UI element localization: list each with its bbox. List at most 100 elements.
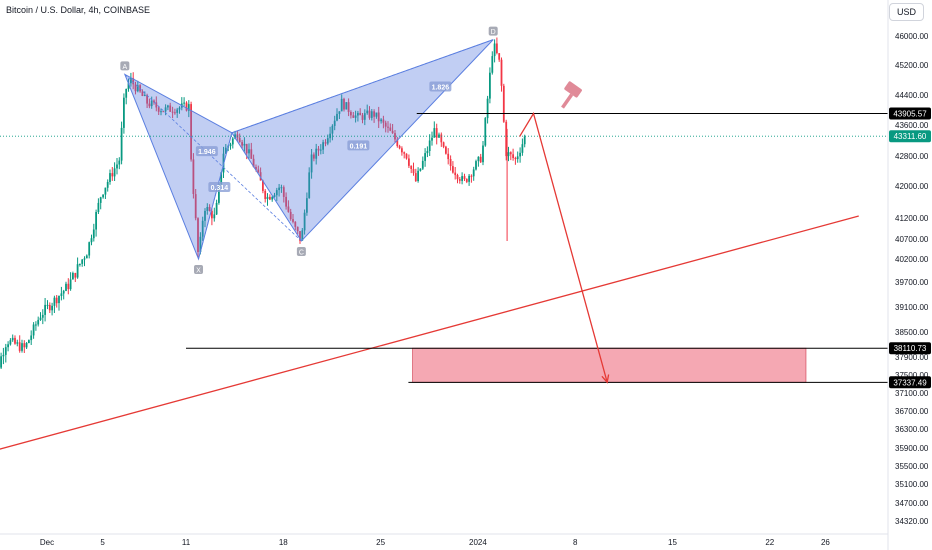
candle-body (28, 340, 30, 343)
candle-body (479, 156, 482, 163)
candle-body (160, 111, 162, 113)
target-zone[interactable] (412, 347, 807, 383)
candle-body (435, 128, 438, 138)
level-tag-text: 43905.57 (893, 110, 927, 119)
candle-body (0, 356, 2, 368)
x-tick-label: Dec (40, 538, 54, 547)
candle-body (496, 43, 498, 54)
candle-body (99, 197, 102, 203)
candle-body (419, 168, 422, 171)
pattern-triangle-bcd[interactable] (231, 39, 494, 242)
y-tick-label: 37900.00 (895, 353, 929, 362)
y-tick-label: 45200.00 (895, 61, 929, 70)
candle-body (257, 169, 260, 173)
level-tag (889, 342, 931, 355)
candle-body (317, 148, 320, 151)
candle-body (92, 229, 95, 239)
candle-body (125, 89, 128, 98)
y-tick-labels: 46000.00 45200.00 44400.00 43600.00 42800.00… (895, 32, 929, 526)
candle-body (366, 110, 369, 114)
y-tick-label: 35900.00 (895, 444, 929, 453)
pattern-point-c-badge (296, 247, 306, 256)
projection-arrowhead (601, 374, 610, 384)
candle-body (248, 149, 250, 154)
candle-body (7, 344, 9, 348)
candle-body (206, 207, 209, 211)
candle-body (280, 187, 283, 189)
y-tick-label: 40200.00 (895, 255, 929, 264)
candle-body (132, 78, 135, 85)
candle-body (192, 159, 195, 194)
candle-body (458, 179, 461, 181)
candle-body (62, 290, 65, 294)
candle-body (44, 304, 46, 315)
candle-body (412, 169, 415, 174)
candle-body (424, 153, 426, 161)
candle-body (213, 214, 216, 219)
candle-body (46, 304, 49, 306)
candle-body (347, 102, 350, 112)
candle-body (69, 279, 72, 290)
x-tick-label: 2024 (469, 538, 487, 547)
harmonic-pattern[interactable]: X A C D 1.946 0.314 1.826 0.191 (120, 26, 498, 275)
x-tick-label: 15 (668, 538, 677, 547)
candle-body (130, 78, 132, 84)
pattern-triangle-xab[interactable] (123, 73, 233, 261)
candle-body (220, 172, 223, 184)
candle-body (324, 142, 327, 144)
candle-body (403, 152, 406, 154)
candle-body (95, 212, 97, 230)
candle-body (414, 173, 417, 181)
overlay-drawings[interactable] (0, 81, 888, 453)
candle-body (289, 211, 292, 220)
candle-body (90, 238, 93, 243)
candle-body (81, 259, 84, 264)
candle-body (176, 109, 179, 113)
pattern-point-x-badge (194, 265, 204, 274)
candle-body (148, 103, 151, 107)
candle-body (194, 194, 197, 219)
candle-body (463, 176, 466, 179)
candle-body (218, 183, 220, 203)
candle-body (380, 119, 382, 122)
ratio-badge (195, 146, 218, 157)
candle-body (470, 175, 473, 177)
candle-body (208, 207, 211, 211)
x-tick-label: 5 (100, 538, 105, 547)
candle-body (493, 43, 496, 57)
candle-body (199, 236, 202, 252)
candle-body (85, 255, 88, 259)
candle-body (83, 258, 86, 260)
candle-body (382, 119, 385, 123)
symbol-title: Bitcoin / U.S. Dollar, 4h, COINBASE (6, 5, 151, 15)
candle-body (74, 273, 77, 278)
current-price-tag-text: 43311.60 (894, 132, 927, 141)
candle-body (417, 170, 419, 181)
projection-path[interactable] (519, 111, 608, 383)
candle-body (197, 218, 199, 252)
candle-body (51, 305, 53, 311)
candle-body (282, 187, 285, 197)
price-axis[interactable] (0, 0, 889, 550)
candle-body (340, 98, 343, 112)
support-trendline[interactable] (0, 215, 859, 453)
candle-body (352, 115, 355, 118)
candle-body (428, 140, 431, 151)
y-tick-label: 42000.00 (895, 182, 929, 191)
candle-body (306, 198, 308, 213)
candle-body (454, 172, 457, 176)
candle-body (373, 111, 375, 117)
candle-body (123, 97, 125, 128)
candle-body (296, 226, 299, 232)
candle-body (18, 342, 21, 351)
candle-body (250, 149, 253, 159)
candle-body (303, 212, 306, 231)
y-tick-label: 43600.00 (895, 121, 929, 130)
candle-body (433, 128, 436, 138)
currency-button[interactable]: USD (889, 3, 924, 21)
candle-body (150, 100, 153, 107)
candle-body (301, 230, 304, 241)
ratio-badge (429, 81, 452, 92)
level-tag-text: 37337.49 (893, 378, 927, 387)
